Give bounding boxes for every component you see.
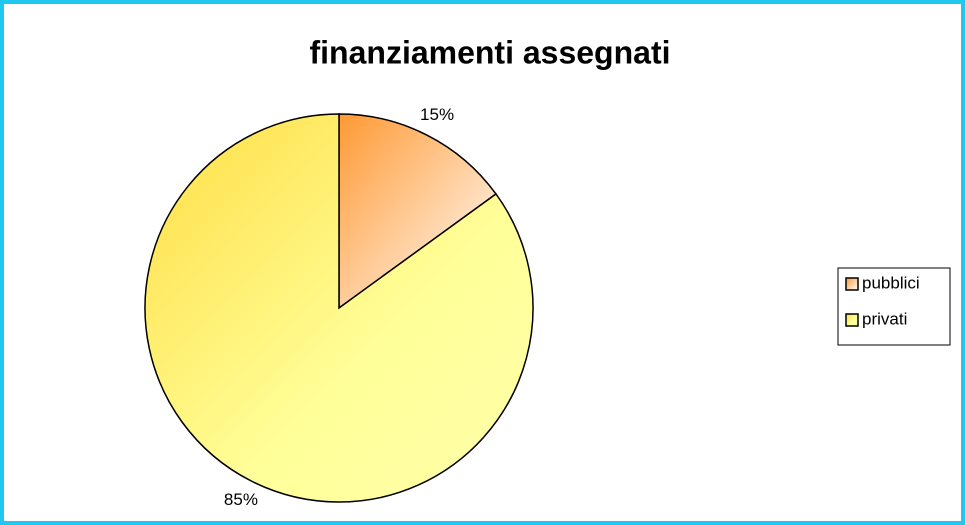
pie-slice — [338, 113, 497, 310]
pie-slice — [144, 113, 534, 503]
legend-swatch — [845, 277, 859, 291]
legend-label: privati — [862, 309, 907, 328]
legend-label: pubblici — [862, 273, 920, 292]
chart-title: finanziamenti assegnati — [310, 34, 671, 70]
data-label: 15% — [420, 105, 454, 124]
legend-swatch — [845, 313, 859, 327]
data-label: 85% — [224, 490, 258, 509]
